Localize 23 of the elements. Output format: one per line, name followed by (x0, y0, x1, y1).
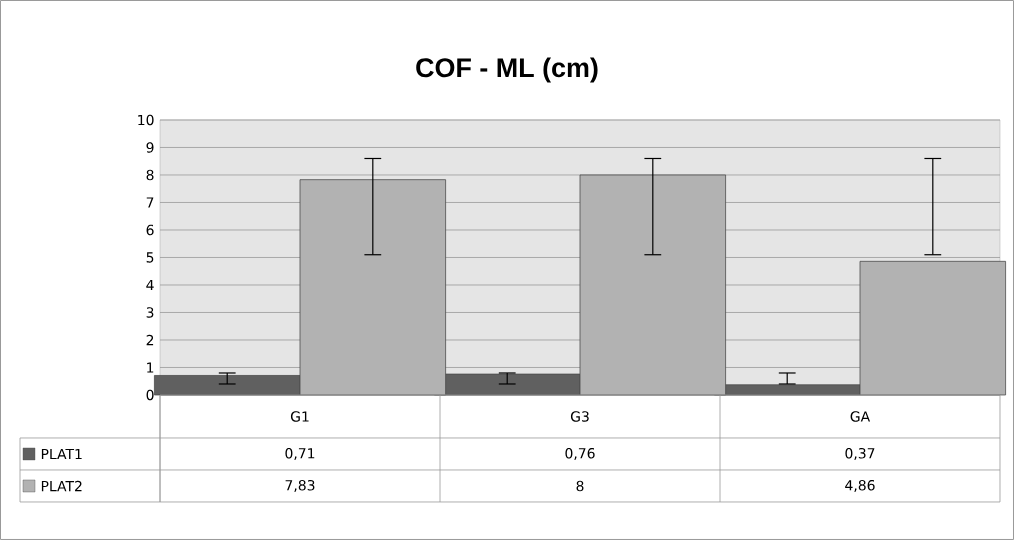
y-tick-label: 10 (138, 114, 154, 126)
y-tick-label: 0 (146, 389, 154, 401)
y-tick-label: 7 (146, 197, 154, 208)
y-tick-label: 5 (146, 252, 154, 263)
legend-label: PLAT2 (41, 480, 82, 492)
y-tick-label: 1 (147, 362, 154, 373)
data-label: 7,83 (285, 479, 315, 492)
data-label: 0,71 (285, 447, 315, 460)
y-tick-label: 8 (146, 169, 154, 181)
data-label: 0,37 (845, 447, 875, 460)
x-tick-label: G1 (290, 411, 309, 422)
y-tick-label: 9 (146, 142, 154, 153)
y-tick-label: 2 (146, 334, 154, 346)
chart-title: COF - ML (cm) (416, 57, 598, 83)
data-label: 8 (576, 480, 584, 492)
x-tick-label: GA (850, 411, 871, 422)
data-label: 0,76 (565, 447, 595, 460)
y-tick-label: 3 (146, 307, 154, 318)
y-tick-label: 6 (146, 224, 154, 236)
data-label: 4,86 (845, 479, 875, 492)
x-tick-label: G3 (570, 411, 589, 422)
y-tick-label: 4 (146, 279, 154, 291)
legend-label: PLAT1 (41, 448, 82, 460)
